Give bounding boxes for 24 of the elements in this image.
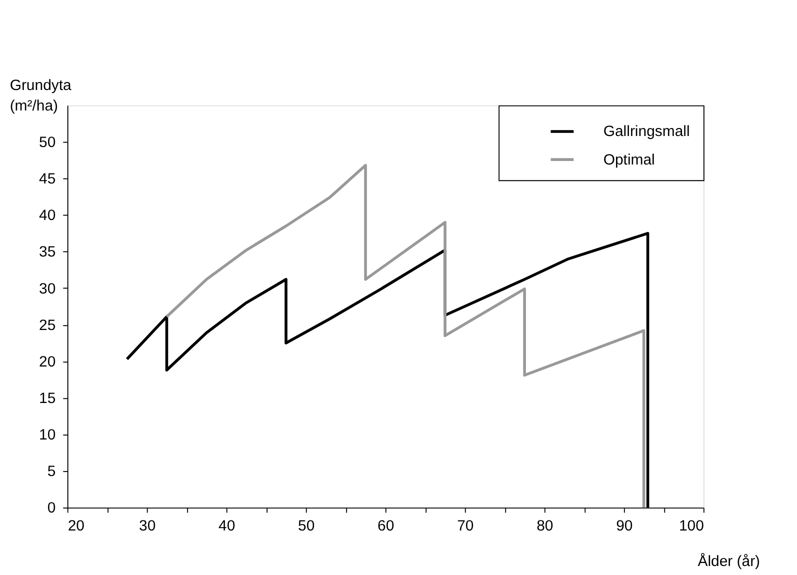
y-tick-label: 45: [39, 170, 56, 188]
y-tick-label: 0: [47, 500, 56, 517]
y-tick-label: 20: [39, 353, 56, 370]
x-tick-label: 50: [298, 517, 315, 534]
x-tick-label: 40: [218, 517, 236, 534]
x-axis-title: Ålder (år): [698, 552, 760, 570]
legend-label: Gallringsmall: [603, 123, 690, 140]
x-tick-label: 100: [678, 517, 704, 534]
y-tick-label: 50: [39, 134, 56, 152]
y-axis-title: Grundyta (m²/ha): [10, 76, 72, 114]
y-tick-label: 30: [39, 280, 56, 298]
x-tick-label: 70: [457, 517, 474, 534]
y-tick-label: 10: [39, 426, 56, 444]
y-tick-label: 40: [39, 207, 56, 224]
x-tick-label: 60: [378, 517, 394, 534]
y-tick-label: 15: [39, 390, 56, 408]
legend-label: Optimal: [603, 151, 655, 168]
x-tick-label: 30: [139, 517, 156, 534]
x-tick-label: 90: [616, 517, 633, 534]
y-tick-label: 5: [47, 463, 56, 480]
y-tick-label: 25: [39, 316, 56, 334]
x-tick-label: 20: [68, 517, 84, 534]
y-tick-label: 35: [39, 244, 56, 261]
x-tick-label: 80: [536, 517, 554, 534]
